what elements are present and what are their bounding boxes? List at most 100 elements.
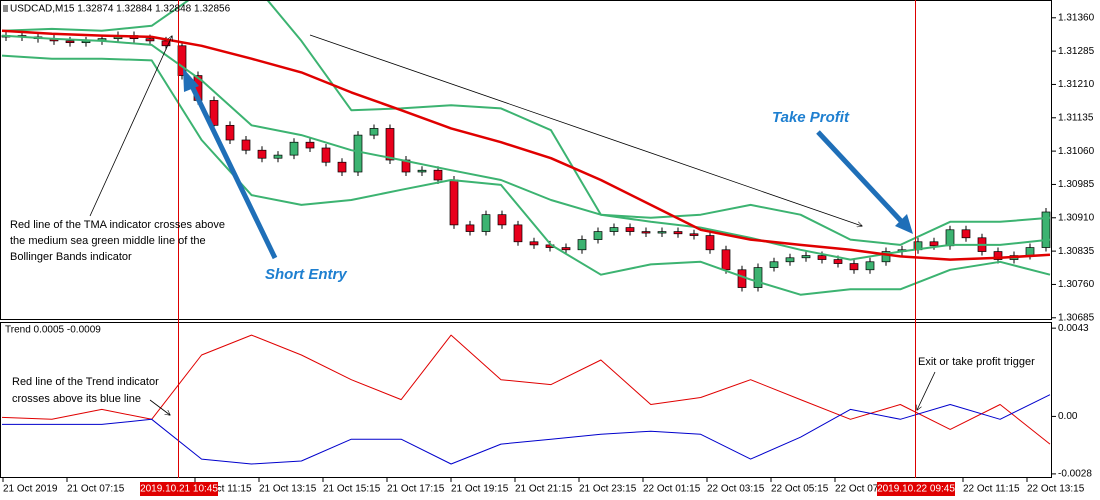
candle xyxy=(481,214,491,232)
tma-note: Bollinger Bands indicator xyxy=(10,251,132,263)
candle xyxy=(161,40,171,47)
indicator-line xyxy=(1,54,1051,296)
candle xyxy=(881,251,891,263)
pointer-line xyxy=(149,399,170,415)
candle xyxy=(849,263,859,271)
candle xyxy=(449,179,459,226)
axes: 1.31360 1.31285 1.31210 1.31135 1.31060 1.309… xyxy=(2,12,1095,496)
candle xyxy=(321,147,331,163)
candle xyxy=(609,227,619,232)
indicator-line xyxy=(1,1,1051,246)
candle xyxy=(257,149,267,159)
annotations: USDCAD,M15 1.32874 1.32884 1.32848 1.328… xyxy=(3,4,1035,405)
y-tick-label: 0.0043 xyxy=(1058,323,1089,334)
y-tick-label: 1.30985 xyxy=(1058,179,1095,190)
candle xyxy=(209,100,219,126)
short-entry-label: Short Entry xyxy=(265,266,347,283)
candle xyxy=(561,247,571,251)
trend-note: Red line of the Trend indicator xyxy=(12,376,159,388)
x-tick-label: 22 Oct 05:15 xyxy=(771,484,829,495)
x-tick-label: 21 Oct 15:15 xyxy=(323,484,381,495)
time-marker-box xyxy=(140,482,218,496)
x-tick-label: 21 Oct 19:15 xyxy=(451,484,509,495)
candle xyxy=(241,139,251,151)
candle xyxy=(721,249,731,271)
candle xyxy=(1025,247,1035,256)
x-tick-label: 21 Oct 11:15 xyxy=(195,484,252,495)
indicator-line xyxy=(2,394,1051,465)
indicator-line xyxy=(1,34,1051,261)
trend-note: crosses above its blue line xyxy=(12,393,141,405)
time-marker-box xyxy=(877,482,955,496)
overlay xyxy=(89,0,936,478)
candle xyxy=(433,169,443,181)
pointer-line xyxy=(917,371,936,410)
candle xyxy=(689,233,699,236)
candle xyxy=(417,169,427,173)
candle xyxy=(225,124,235,141)
candle xyxy=(769,261,779,268)
exit-note: Exit or take profit trigger xyxy=(918,356,1035,368)
main-panel-frame xyxy=(0,0,1052,320)
y-tick-label: -0.0028 xyxy=(1058,469,1092,480)
y-tick-label: 1.30760 xyxy=(1058,279,1095,290)
candle xyxy=(529,241,539,246)
candle xyxy=(833,259,843,264)
candle xyxy=(657,231,667,234)
y-tick-label: 1.31135 xyxy=(1058,112,1094,123)
x-tick-label: 21 Oct 2019 xyxy=(3,484,58,495)
candle xyxy=(753,267,763,288)
candle xyxy=(705,235,715,251)
candle xyxy=(513,224,523,243)
candle xyxy=(289,141,299,156)
take-profit-label: Take Profit xyxy=(772,109,850,126)
candle xyxy=(673,231,683,235)
candle xyxy=(785,257,795,263)
candle xyxy=(353,134,363,173)
x-tick-label: 21 Oct 13:15 xyxy=(259,484,317,495)
x-tick-label: 21 Oct 07:15 xyxy=(67,484,125,495)
take-profit-arrow xyxy=(816,130,913,234)
candle xyxy=(801,255,811,259)
indicator-plot xyxy=(1,334,1051,465)
y-tick-label: 0.00 xyxy=(1058,411,1078,422)
trend-arrow xyxy=(309,34,862,226)
candle xyxy=(337,161,347,173)
symbol-icon xyxy=(3,5,8,12)
candle xyxy=(385,128,395,161)
candle xyxy=(929,241,939,247)
y-tick-label: 1.30835 xyxy=(1058,246,1095,257)
pointer-line xyxy=(89,36,172,217)
indicator-panel-frame xyxy=(0,322,1052,478)
indicator-line xyxy=(1,334,1051,445)
x-tick-label: 21 Oct 17:15 xyxy=(387,484,445,495)
x-tick-label: 22 Oct 03:15 xyxy=(707,484,765,495)
candle xyxy=(369,128,379,136)
short-entry-arrow xyxy=(183,68,278,260)
y-tick-label: 1.30685 xyxy=(1058,312,1095,323)
candle xyxy=(65,40,75,44)
x-tick-label: 21 Oct 21:15 xyxy=(515,484,573,495)
candle xyxy=(993,251,1003,260)
y-tick-label: 1.31210 xyxy=(1058,79,1095,90)
candle xyxy=(593,231,603,240)
tma-note: Red line of the TMA indicator crosses ab… xyxy=(10,219,225,231)
candle xyxy=(497,214,507,226)
candle xyxy=(641,231,651,234)
y-tick-label: 1.31285 xyxy=(1058,46,1095,57)
candle xyxy=(305,141,315,149)
candle xyxy=(945,229,955,247)
time-marker-label: 2019.10.21 10:45 xyxy=(140,484,218,495)
x-tick-label: 22 Oct 07:15 xyxy=(835,484,893,495)
y-tick-label: 1.31360 xyxy=(1058,12,1095,23)
x-tick-label: 22 Oct 13:15 xyxy=(1027,484,1085,495)
tma-note: the medium sea green middle line of the xyxy=(10,235,206,247)
time-marker-label: 2019.10.22 09:45 xyxy=(877,484,955,495)
candle xyxy=(817,255,827,260)
candle xyxy=(465,224,475,232)
candle xyxy=(145,38,155,42)
candle xyxy=(577,239,587,251)
main-plot xyxy=(1,1,1051,296)
candle xyxy=(625,227,635,232)
